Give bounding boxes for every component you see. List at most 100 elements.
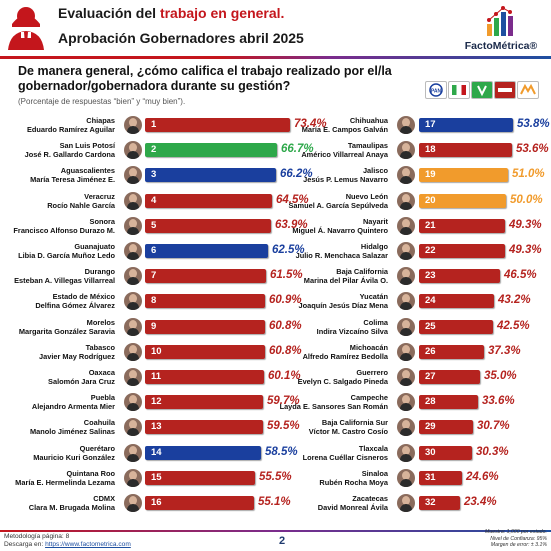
title-highlight: trabajo en general. [159,5,285,21]
rank-label: 3 [151,169,157,181]
state-name: Coahuila [83,418,115,428]
state-name: Nuevo León [345,191,388,201]
governor-label: Guanajuato Libia D. García Muñoz Ledo [0,242,115,260]
value-label: 43.2% [498,294,531,307]
state-name: Michoacán [349,342,388,352]
approval-bar: 12 [145,395,263,410]
approval-bar: 31 [419,470,462,485]
governor-label: Puebla Alejandro Armenta Mier [0,393,115,411]
svg-text:PAN: PAN [431,89,442,95]
approval-bar: 32 [419,496,460,510]
approval-bar: 17 [419,118,513,132]
governor-label: Nuevo León Samuel A. García Sepúlveda [268,192,388,210]
governor-name: Manolo Jiménez Salinas [29,427,115,437]
page-subtitle: Aprobación Gobernadores abril 2025 [58,30,304,46]
approval-bar: 15 [145,470,255,485]
governor-name: Margarita González Saravia [18,326,115,336]
governor-name: Julio R. Menchaca Salazar [295,251,388,260]
value-label: 35.0% [484,370,517,382]
footer-right: Muestra: 1,000 por estado. Nivel de Conf… [485,529,547,549]
approval-bar: 16 [145,496,254,510]
rank-label: 5 [151,219,157,231]
value-label: 33.6% [482,395,515,408]
governor-name: Indira Vizcaíno Silva [316,326,388,336]
governor-avatar [124,141,142,160]
state-name: Aguascalientes [60,166,115,176]
governor-name: Américo Villarreal Anaya [301,150,388,160]
governor-label: Durango Esteban A. Villegas Villarreal [0,267,115,285]
rank-label: 11 [151,371,162,382]
state-name: Guerrero [356,368,388,377]
state-name: Chiapas [86,116,115,125]
rank-label: 14 [151,446,162,458]
governor-label: Baja California Sur Víctor M. Castro Cosí… [268,418,388,436]
governor-label: Nayarit Miguel Á. Navarro Quintero [268,217,388,235]
state-name: Morelos [86,317,115,327]
governor-name: Marina del Pilar Ávila O. [303,276,388,286]
governor-avatar [397,216,415,235]
brand-name: FactoMétrica® [464,40,538,52]
value-label: 53.6% [516,143,549,156]
governor-name: Evelyn C. Salgado Pineda [297,377,388,386]
governor-label: Tlaxcala Lorena Cuéllar Cisneros [268,444,388,462]
value-label: 51.0% [512,168,545,181]
value-label: 58.5% [265,445,298,458]
approval-bar: 23 [419,269,500,284]
governor-avatar [397,267,415,286]
governor-avatar [124,468,142,487]
governor-label: Baja California Marina del Pilar Ávila O. [268,267,388,285]
governor-label: Chiapas Eduardo Ramírez Aguilar [0,116,115,134]
governor-name: Clara M. Brugada Molina [28,503,115,512]
governor-name: Miguel Á. Navarro Quintero [292,225,388,235]
approval-bar: 22 [419,244,505,258]
morena-logo-icon [494,81,516,99]
rank-label: 30 [425,446,436,458]
approval-bar: 24 [419,294,494,309]
approval-bar: 6 [145,244,268,258]
approval-bar: 5 [145,218,271,233]
governor-label: Tabasco Javier May Rodríguez [0,343,115,361]
survey-question: De manera general, ¿cómo califica el tra… [18,64,392,93]
governor-avatar [397,342,415,361]
governor-avatar [124,116,142,134]
governor-avatar [124,342,142,361]
rank-label: 18 [425,144,436,156]
approval-bar: 26 [419,344,484,359]
state-name: Chihuahua [349,116,388,125]
state-name: Tamaulipas [347,141,388,151]
approval-bar: 4 [145,193,272,208]
governor-name: Rubén Rocha Moya [319,477,388,487]
rank-label: 32 [425,497,436,508]
download-link[interactable]: https://www.factometrica.com [45,541,131,548]
value-label: 55.5% [259,470,292,483]
governor-avatar [397,116,415,134]
rank-label: 7 [151,270,157,282]
governor-name: María Teresa Jiménez E. [30,175,115,185]
approval-bar: 20 [419,193,506,208]
governor-label: Quintana Roo María E. Hermelinda Lezama [0,469,115,487]
governor-label: Campeche Layda E. Sansores San Román [268,393,388,411]
state-name: Durango [84,267,115,277]
governor-label: Querétaro Mauricio Kuri González [0,444,115,462]
rank-label: 8 [151,295,157,307]
governor-avatar [397,317,415,336]
governor-label: Veracruz Rocío Nahle García [0,192,115,210]
governor-label: Colima Indira Vizcaíno Silva [268,318,388,336]
state-name: Querétaro [79,443,115,453]
state-name: Veracruz [84,191,115,201]
governor-name: José R. Gallardo Cardona [24,150,115,160]
state-name: Hidalgo [360,242,388,251]
state-name: Quintana Roo [66,468,115,478]
pvem-logo-icon [471,81,493,99]
rank-label: 20 [425,194,436,206]
value-label: 60.8% [269,344,302,357]
governor-name: Delfina Gómez Álvarez [35,301,115,311]
value-label: 66.7% [281,143,314,156]
approval-bar: 7 [145,269,266,284]
governor-name: Alejandro Armenta Mier [31,402,115,412]
state-name: CDMX [93,494,115,503]
governor-avatar [124,368,142,386]
state-name: Sinaloa [361,468,388,478]
approval-bar: 29 [419,420,473,435]
rank-label: 27 [425,371,436,382]
